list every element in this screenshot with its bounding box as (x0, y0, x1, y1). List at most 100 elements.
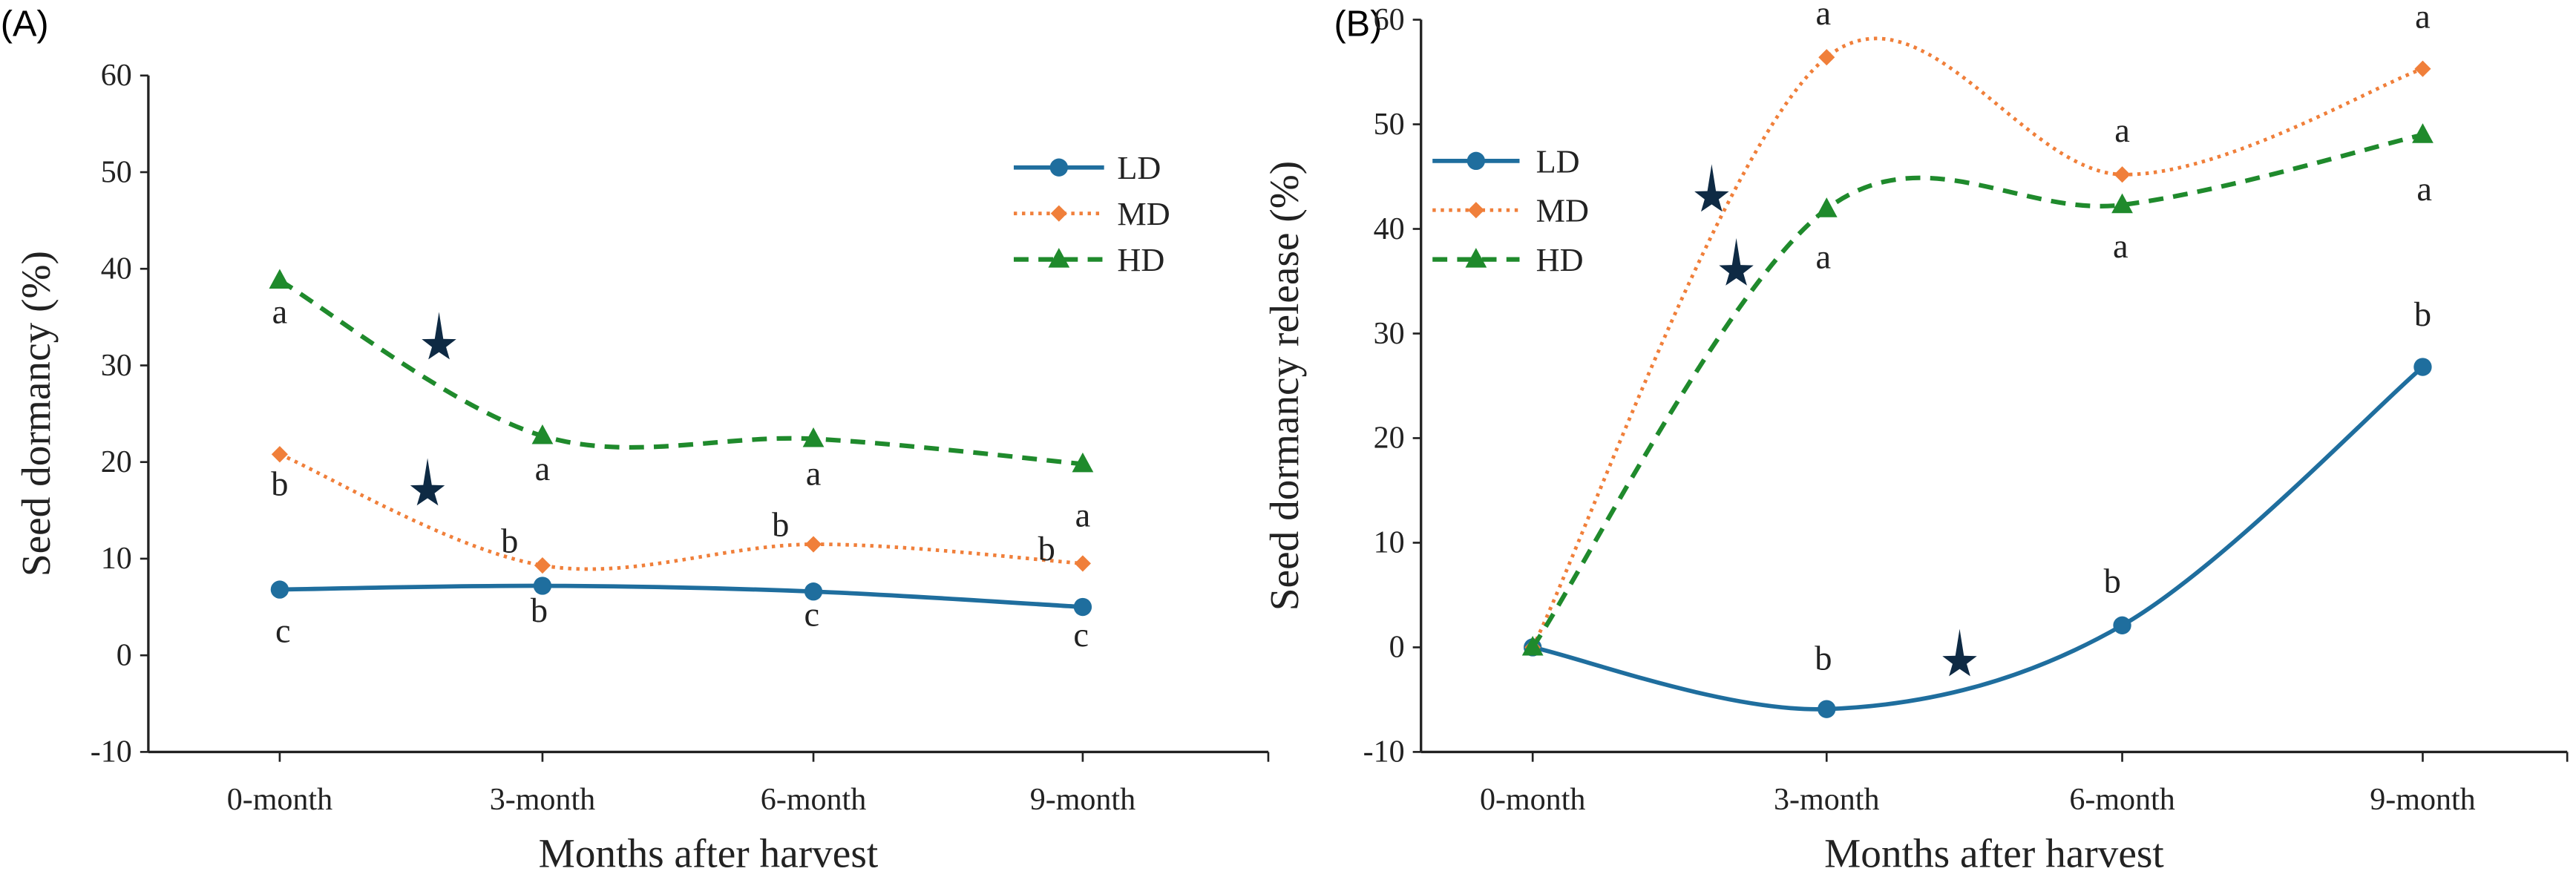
x-tick-label: 0-month (1480, 783, 1585, 817)
significance-letter: c (1073, 617, 1089, 654)
diamond-marker (2114, 166, 2131, 183)
star-icon (422, 312, 456, 360)
significance-letter: a (2114, 112, 2130, 150)
x-tick-label: 0-month (227, 783, 332, 817)
y-tick-label: 10 (1374, 526, 1405, 560)
series-line (1531, 36, 2424, 648)
x-tick-label: 9-month (1030, 783, 1135, 817)
significance-letter: b (1038, 531, 1055, 568)
y-tick-label: 0 (1389, 631, 1405, 665)
legend-label: MD (1117, 196, 1170, 232)
significance-letter: b (772, 506, 789, 544)
legend-label: HD (1536, 242, 1584, 278)
star-icon (1719, 237, 1754, 286)
legend-label: MD (1536, 193, 1589, 229)
y-tick-label: 60 (1374, 3, 1405, 37)
significance-letter: b (271, 466, 288, 504)
significance-letter: a (806, 455, 822, 493)
significance-letter: a (2416, 171, 2432, 208)
series-md: b b b b (271, 446, 1091, 574)
star-icon (1694, 164, 1729, 212)
series-ld: cb cc (270, 577, 1092, 654)
y-tick-label: -10 (91, 735, 132, 769)
y-tick-label: 10 (101, 542, 132, 576)
y-axis-title: Seed dormancy release (%) (1262, 161, 1307, 611)
y-tick-label: 50 (1374, 108, 1405, 142)
circle-marker (270, 580, 289, 599)
series-line (1532, 365, 2425, 712)
y-tick-label: 40 (101, 252, 132, 286)
y-tick-label: 30 (1374, 317, 1405, 351)
triangle-marker (1815, 197, 1838, 217)
significance-letter: c (275, 612, 291, 650)
legend-label: LD (1536, 143, 1580, 180)
significance-letter: c (804, 597, 820, 634)
diamond-marker (534, 556, 551, 574)
triangle-marker (1521, 635, 1544, 656)
x-tick-label: 6-month (761, 783, 866, 817)
triangle-marker (1465, 248, 1487, 268)
series-line (278, 453, 1084, 571)
y-tick-label: 40 (1374, 212, 1405, 246)
series-hd: a a a a (269, 269, 1094, 534)
x-tick-label: 9-month (2370, 783, 2475, 817)
triangle-marker (269, 269, 291, 289)
star-icon (410, 458, 445, 506)
circle-marker (533, 577, 552, 595)
significance-letter: a (272, 293, 288, 331)
y-tick-label: 60 (101, 59, 132, 93)
diamond-marker (1074, 555, 1091, 572)
triangle-marker (2412, 123, 2434, 143)
circle-marker (1466, 151, 1486, 171)
significance-letter: a (1816, 238, 1832, 276)
x-tick-label: 6-month (2069, 783, 2174, 817)
significance-letter: b (501, 522, 518, 560)
significance-letter: b (531, 592, 548, 630)
diamond-marker (1818, 49, 1835, 66)
series-line (279, 583, 1084, 609)
y-tick-label: 30 (101, 349, 132, 383)
series-ld: b b b (1524, 296, 2432, 718)
diamond-marker (271, 446, 288, 463)
significance-letter: a (2113, 228, 2128, 266)
circle-marker (2113, 616, 2131, 634)
circle-marker (1818, 700, 1836, 718)
diamond-marker (2414, 60, 2431, 77)
circle-marker (1049, 158, 1068, 177)
significance-letter: a (535, 450, 551, 488)
significance-letter: b (2414, 296, 2431, 334)
y-tick-label: 0 (117, 638, 132, 672)
triangle-marker (1072, 452, 1094, 473)
series-md: a a a (1524, 0, 2431, 656)
y-tick-label: 20 (101, 445, 132, 479)
significance-letter: b (1815, 640, 1832, 678)
triangle-marker (802, 427, 825, 447)
x-axis-title: Months after harvest (1824, 830, 2164, 876)
panel-label: (B) (1334, 4, 1382, 45)
y-axis-title: Seed dormancy (%) (13, 251, 59, 577)
significance-letter: a (1075, 496, 1091, 534)
y-tick-label: -10 (1363, 735, 1405, 769)
diamond-marker (804, 536, 822, 553)
y-tick-label: 50 (101, 155, 132, 189)
circle-marker (804, 582, 823, 601)
triangle-marker (2111, 193, 2133, 214)
diamond-marker (1467, 202, 1484, 219)
x-tick-label: 3-month (490, 783, 595, 817)
circle-marker (2413, 358, 2432, 376)
triangle-marker (531, 424, 554, 444)
x-axis-title: Months after harvest (539, 830, 879, 876)
panel-label: (A) (1, 4, 49, 45)
diamond-marker (1050, 205, 1067, 222)
series-line (1530, 132, 2424, 649)
circle-marker (1073, 597, 1092, 617)
x-tick-label: 3-month (1774, 783, 1879, 817)
significance-letter: a (2415, 0, 2431, 36)
triangle-marker (1048, 248, 1070, 268)
significance-letter: b (2104, 563, 2121, 601)
star-icon (1942, 628, 1977, 677)
legend-label: LD (1117, 150, 1161, 186)
series-hd: a a a (1521, 123, 2434, 656)
